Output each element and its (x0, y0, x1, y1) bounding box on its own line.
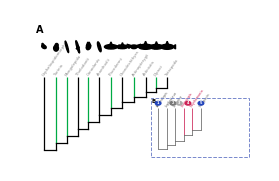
Ellipse shape (54, 45, 59, 51)
Text: 4: 4 (187, 101, 189, 105)
Circle shape (177, 101, 182, 105)
Polygon shape (173, 45, 175, 49)
Text: Dipnoi: Dipnoi (154, 64, 164, 77)
Text: Moythomasia: Moythomasia (189, 88, 205, 108)
Circle shape (185, 101, 191, 105)
Polygon shape (127, 44, 134, 47)
Text: Acanthodii: Acanthodii (97, 58, 112, 77)
Polygon shape (152, 45, 155, 49)
Circle shape (198, 101, 204, 105)
Text: Conodonts: Conodonts (86, 57, 101, 77)
Ellipse shape (76, 41, 80, 53)
Polygon shape (110, 42, 112, 45)
Ellipse shape (97, 42, 101, 52)
Text: Chondrichthyes: Chondrichthyes (120, 49, 141, 77)
Text: A: A (36, 25, 44, 35)
Ellipse shape (131, 45, 137, 49)
Text: Andreolepis: Andreolepis (155, 90, 169, 108)
Ellipse shape (150, 45, 163, 49)
Polygon shape (127, 45, 129, 49)
Polygon shape (86, 42, 91, 46)
Ellipse shape (55, 43, 58, 47)
Text: Cephalaspidomorphi: Cephalaspidomorphi (41, 41, 68, 77)
Ellipse shape (65, 41, 69, 52)
Text: 5: 5 (200, 101, 202, 105)
Polygon shape (117, 45, 119, 49)
Text: Cheirolepis: Cheirolepis (181, 91, 194, 108)
Ellipse shape (138, 44, 153, 49)
Ellipse shape (42, 45, 46, 49)
Text: Mimipiscis: Mimipiscis (198, 92, 211, 108)
Text: 1: 1 (157, 101, 159, 105)
Text: Thelodonti: Thelodonti (75, 57, 90, 77)
Polygon shape (134, 44, 141, 47)
Text: Actinopterygii: Actinopterygii (131, 52, 150, 77)
Ellipse shape (117, 45, 128, 49)
Text: Lophosteus: Lophosteus (164, 90, 178, 108)
Text: Dialipina: Dialipina (172, 94, 184, 108)
Text: 2: 2 (172, 101, 174, 105)
Text: Turinia: Turinia (54, 64, 64, 77)
Text: Mongolepida: Mongolepida (64, 54, 82, 77)
Polygon shape (76, 46, 79, 49)
Circle shape (170, 101, 176, 105)
Polygon shape (162, 45, 165, 49)
Text: Actinistia: Actinistia (143, 60, 157, 77)
Ellipse shape (42, 43, 45, 48)
Ellipse shape (161, 44, 174, 49)
Polygon shape (155, 42, 158, 45)
Polygon shape (166, 41, 169, 44)
Text: 3: 3 (178, 101, 181, 105)
Text: Tetrapoda: Tetrapoda (165, 58, 179, 77)
Polygon shape (144, 41, 147, 44)
Ellipse shape (104, 45, 117, 49)
Text: Placodermi: Placodermi (108, 56, 124, 77)
Ellipse shape (86, 44, 91, 50)
Text: B: B (152, 99, 156, 104)
Polygon shape (121, 43, 123, 45)
Circle shape (155, 101, 161, 105)
